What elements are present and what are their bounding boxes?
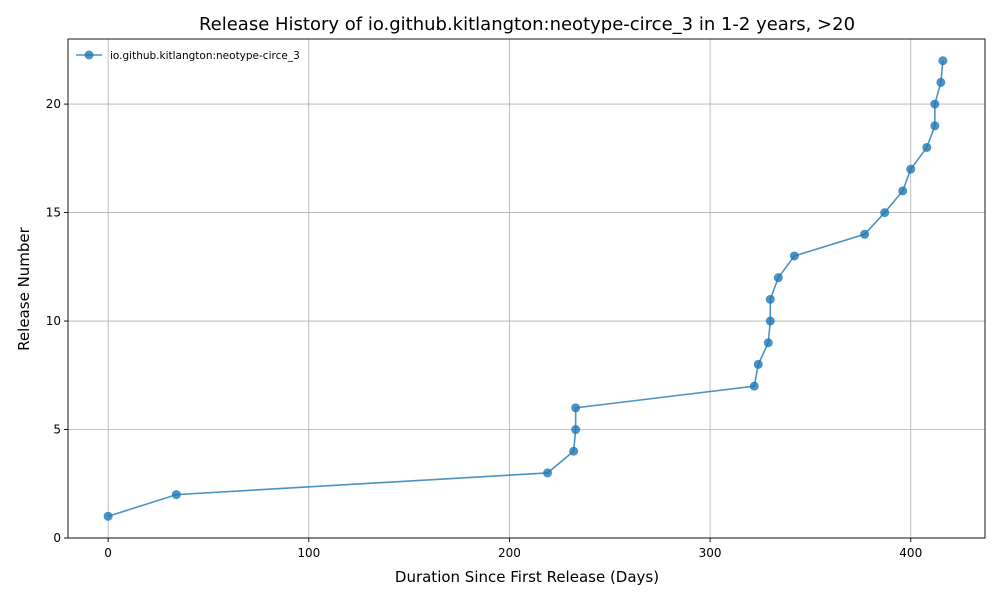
data-point: [898, 186, 908, 196]
data-point: [789, 251, 799, 261]
data-point: [765, 294, 775, 304]
data-point: [860, 229, 870, 239]
data-point: [930, 99, 940, 109]
y-tick-label: 5: [53, 423, 61, 437]
data-point: [936, 77, 946, 87]
grid-lines: [68, 39, 985, 539]
data-point: [763, 338, 773, 348]
series-layer: [103, 56, 948, 521]
data-point: [571, 403, 581, 413]
legend-marker: [84, 50, 94, 60]
chart-title: Release History of io.github.kitlangton:…: [199, 14, 855, 35]
data-point: [930, 121, 940, 131]
x-tick-label: 100: [297, 546, 320, 560]
x-tick-label: 400: [899, 546, 922, 560]
x-tick-label: 200: [498, 546, 521, 560]
x-tick-label: 300: [699, 546, 722, 560]
data-point: [938, 56, 948, 66]
data-point: [880, 208, 890, 218]
y-axis-label: Release Number: [15, 226, 33, 350]
series-line: [107, 60, 944, 518]
x-tick-label: 0: [104, 546, 112, 560]
y-tick-label: 15: [46, 206, 61, 220]
x-axis-label: Duration Since First Release (Days): [395, 568, 659, 586]
plot-frame: [67, 38, 986, 539]
axes: 0 100 200 300 400 0 5 10 15 20: [46, 38, 986, 560]
y-tick-label: 20: [46, 97, 61, 111]
data-point: [773, 273, 783, 283]
data-point: [569, 446, 579, 456]
data-point: [543, 468, 553, 478]
y-tick-label: 0: [53, 531, 61, 545]
y-tick-label: 10: [46, 314, 61, 328]
data-point: [753, 359, 763, 369]
data-point: [571, 425, 581, 435]
data-point: [922, 142, 932, 152]
data-point: [749, 381, 759, 391]
data-point: [171, 490, 181, 500]
data-point: [103, 511, 113, 521]
data-point: [765, 316, 775, 326]
data-point: [906, 164, 916, 174]
legend: io.github.kitlangton:neotype-circe_3: [76, 50, 300, 62]
legend-label: io.github.kitlangton:neotype-circe_3: [110, 50, 300, 62]
